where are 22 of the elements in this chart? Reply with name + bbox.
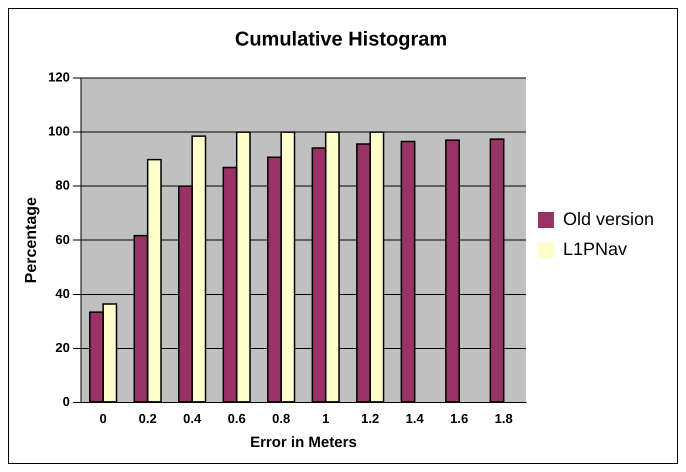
y-tick-label: 100 [48, 124, 70, 139]
y-tick-label: 20 [55, 340, 70, 355]
legend-label: L1PNav [562, 238, 628, 259]
legend-label: Old version [562, 208, 654, 229]
x-tick-label: 1 [322, 410, 330, 426]
y-tick-label: 0 [62, 394, 70, 409]
x-tick-label: 0.6 [228, 410, 246, 426]
x-axis-title: Error in Meters [250, 434, 357, 452]
x-tick-label: 1.6 [450, 410, 468, 426]
y-axis-title: Percentage [23, 196, 40, 284]
x-tick-label: 1.2 [361, 410, 380, 426]
x-tick-label: 1.4 [406, 410, 424, 426]
y-tick-label: 40 [55, 286, 70, 301]
x-tick-label: 0 [100, 410, 107, 426]
x-tick-label: 0.4 [183, 410, 202, 426]
y-tick-label: 120 [48, 70, 70, 85]
x-tick-label: 1.8 [494, 410, 513, 426]
x-tick-label: 0.8 [272, 410, 290, 426]
chart-title: Cumulative Histogram [234, 28, 448, 51]
x-tick-label: 0.2 [138, 410, 157, 426]
y-tick-label: 80 [55, 178, 70, 193]
y-tick-label: 60 [55, 232, 70, 247]
